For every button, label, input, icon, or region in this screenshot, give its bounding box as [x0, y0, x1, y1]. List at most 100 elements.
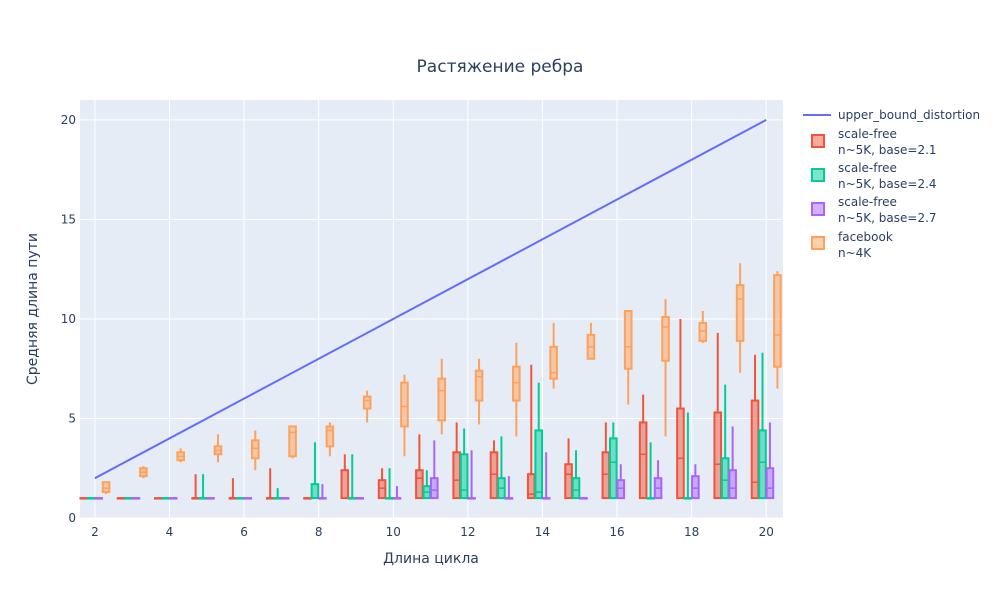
box-plot[interactable] — [213, 434, 223, 463]
box-plot[interactable] — [467, 450, 476, 500]
box-plot[interactable] — [459, 428, 469, 500]
y-tick-label: 10 — [61, 312, 76, 326]
x-tick-label: 6 — [240, 525, 248, 539]
box-body — [758, 429, 767, 500]
box-plot[interactable] — [131, 497, 141, 500]
box-body — [452, 451, 461, 500]
y-axis-title: Средняя длина пути — [25, 233, 41, 385]
box-body — [310, 483, 320, 500]
box-body — [250, 439, 260, 460]
box-plot[interactable] — [638, 394, 648, 500]
box-body — [691, 475, 700, 500]
box-plot[interactable] — [698, 310, 708, 343]
box-plot[interactable] — [586, 322, 596, 360]
legend-label-sf-21-line2: n~5K, base=2.1 — [838, 143, 937, 157]
box-plot[interactable] — [139, 466, 148, 479]
box-body — [362, 395, 372, 410]
box-plot[interactable] — [310, 442, 320, 500]
box-plot[interactable] — [713, 332, 723, 500]
box-plot[interactable] — [534, 382, 544, 500]
box-plot[interactable] — [735, 263, 745, 373]
box-plot[interactable] — [661, 299, 670, 437]
box-plot[interactable] — [474, 358, 484, 425]
box-body — [474, 369, 484, 402]
box-plot[interactable] — [489, 440, 499, 500]
box-body — [773, 274, 782, 368]
box-plot[interactable] — [124, 497, 133, 500]
box-plot[interactable] — [392, 486, 402, 500]
box-plot[interactable] — [437, 358, 447, 435]
legend-swatch-sf-27[interactable] — [811, 202, 825, 216]
box-plot[interactable] — [728, 426, 737, 500]
legend-label-facebook-line1: facebook — [838, 230, 893, 244]
x-axis-title: Длина цикла — [383, 551, 479, 567]
box-body — [661, 315, 670, 362]
box-plot[interactable] — [609, 422, 618, 500]
box-body — [101, 481, 111, 494]
box-plot[interactable] — [206, 497, 215, 500]
box-body — [489, 451, 499, 500]
legend-swatch-facebook[interactable] — [811, 236, 825, 250]
box-plot[interactable] — [691, 464, 700, 500]
box-plot[interactable] — [288, 425, 297, 459]
box-plot[interactable] — [571, 450, 581, 500]
box-plot[interactable] — [116, 497, 126, 500]
box-plot[interactable] — [325, 422, 335, 457]
box-plot[interactable] — [676, 318, 685, 500]
legend-label-sf-21-line1: scale-free — [838, 127, 897, 141]
line-layer — [94, 119, 767, 480]
box-body — [429, 477, 439, 500]
box-plot[interactable] — [340, 454, 350, 500]
box-plot[interactable] — [355, 497, 365, 500]
upper-bound-line[interactable] — [94, 119, 767, 480]
box-body — [340, 469, 350, 500]
legend-swatch-sf-24[interactable] — [811, 168, 825, 182]
box-plot[interactable] — [176, 448, 185, 463]
box-plot[interactable] — [653, 460, 663, 500]
box-plot[interactable] — [362, 390, 372, 423]
legend-swatch-sf-21[interactable] — [811, 134, 825, 148]
box-plot[interactable] — [318, 484, 327, 500]
box-plot[interactable] — [773, 271, 782, 389]
box-plot[interactable] — [236, 497, 245, 500]
box-plot[interactable] — [101, 481, 111, 495]
box-plot[interactable] — [400, 374, 409, 457]
box-body — [728, 469, 737, 500]
x-tick-label: 2 — [91, 525, 99, 539]
box-plot[interactable] — [541, 452, 551, 500]
box-plot[interactable] — [265, 468, 275, 500]
box-plot[interactable] — [616, 464, 626, 500]
box-plot[interactable] — [280, 497, 290, 500]
box-plot[interactable] — [579, 497, 588, 500]
box-plot[interactable] — [504, 476, 514, 500]
box-plot[interactable] — [377, 468, 387, 500]
box-plot[interactable] — [497, 436, 506, 500]
box-plot[interactable] — [79, 497, 89, 500]
box-plot[interactable] — [161, 497, 171, 500]
box-plot[interactable] — [243, 497, 253, 500]
box-plot[interactable] — [191, 474, 200, 500]
box-plot[interactable] — [549, 322, 558, 389]
box-plot[interactable] — [758, 352, 767, 500]
box-plot[interactable] — [623, 309, 633, 405]
x-tick-label: 10 — [386, 525, 401, 539]
box-body — [377, 479, 387, 500]
box-plot[interactable] — [273, 488, 282, 500]
box-plot[interactable] — [168, 497, 178, 500]
box-plot[interactable] — [765, 422, 775, 500]
x-tick-label: 12 — [460, 525, 475, 539]
legend-label-upper-bound: upper_bound_distortion — [838, 108, 980, 122]
box-plot[interactable] — [250, 430, 260, 471]
box-plot[interactable] — [415, 434, 424, 500]
box-plot[interactable] — [154, 497, 163, 500]
box-body — [735, 284, 745, 342]
box-body — [676, 407, 685, 500]
box-plot[interactable] — [86, 497, 96, 500]
legend: upper_bound_distortion scale-free n~5K, … — [803, 108, 980, 260]
box-plot[interactable] — [303, 497, 312, 500]
x-tick-label: 8 — [315, 525, 323, 539]
box-plot[interactable] — [512, 342, 521, 437]
box-plot[interactable] — [94, 497, 103, 500]
box-plot[interactable] — [429, 440, 439, 500]
